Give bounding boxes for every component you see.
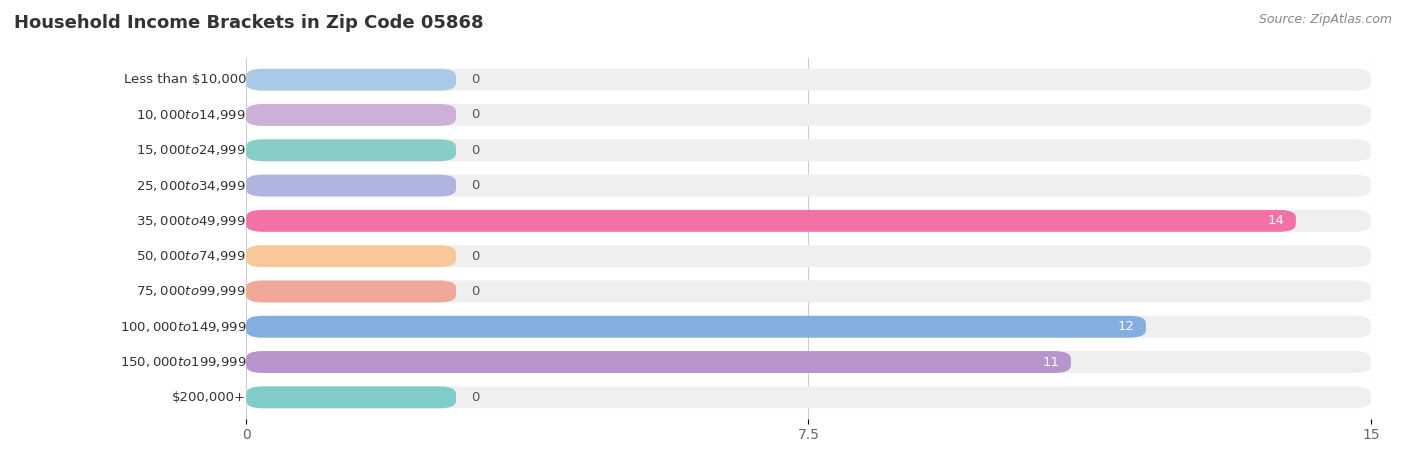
Text: $200,000+: $200,000+ — [172, 391, 246, 404]
Text: 0: 0 — [471, 108, 479, 122]
Text: $35,000 to $49,999: $35,000 to $49,999 — [136, 214, 246, 228]
Text: 0: 0 — [471, 391, 479, 404]
Text: $10,000 to $14,999: $10,000 to $14,999 — [136, 108, 246, 122]
FancyBboxPatch shape — [246, 69, 1371, 90]
Text: 14: 14 — [1268, 214, 1285, 227]
Text: 0: 0 — [471, 285, 479, 298]
Text: 0: 0 — [471, 73, 479, 86]
Text: 0: 0 — [471, 179, 479, 192]
FancyBboxPatch shape — [246, 280, 456, 302]
Text: $25,000 to $34,999: $25,000 to $34,999 — [136, 179, 246, 193]
Text: $75,000 to $99,999: $75,000 to $99,999 — [136, 284, 246, 298]
FancyBboxPatch shape — [246, 104, 456, 126]
FancyBboxPatch shape — [246, 175, 1371, 197]
FancyBboxPatch shape — [246, 210, 1371, 232]
FancyBboxPatch shape — [246, 69, 456, 90]
FancyBboxPatch shape — [246, 140, 1371, 161]
FancyBboxPatch shape — [246, 175, 456, 197]
FancyBboxPatch shape — [246, 316, 1371, 338]
Text: $50,000 to $74,999: $50,000 to $74,999 — [136, 249, 246, 263]
FancyBboxPatch shape — [246, 210, 1296, 232]
Text: 0: 0 — [471, 250, 479, 263]
Text: 11: 11 — [1043, 356, 1060, 369]
FancyBboxPatch shape — [246, 140, 456, 161]
Text: 12: 12 — [1118, 320, 1135, 333]
Text: Less than $10,000: Less than $10,000 — [124, 73, 246, 86]
Text: $15,000 to $24,999: $15,000 to $24,999 — [136, 143, 246, 157]
FancyBboxPatch shape — [246, 387, 1371, 408]
FancyBboxPatch shape — [246, 280, 1371, 302]
Text: 0: 0 — [471, 144, 479, 157]
Text: $150,000 to $199,999: $150,000 to $199,999 — [120, 355, 246, 369]
FancyBboxPatch shape — [246, 351, 1071, 373]
Text: Source: ZipAtlas.com: Source: ZipAtlas.com — [1258, 14, 1392, 27]
FancyBboxPatch shape — [246, 104, 1371, 126]
FancyBboxPatch shape — [246, 387, 456, 408]
Text: $100,000 to $149,999: $100,000 to $149,999 — [120, 320, 246, 334]
FancyBboxPatch shape — [246, 245, 456, 267]
FancyBboxPatch shape — [246, 245, 1371, 267]
FancyBboxPatch shape — [246, 351, 1371, 373]
Text: Household Income Brackets in Zip Code 05868: Household Income Brackets in Zip Code 05… — [14, 14, 484, 32]
FancyBboxPatch shape — [246, 316, 1146, 338]
